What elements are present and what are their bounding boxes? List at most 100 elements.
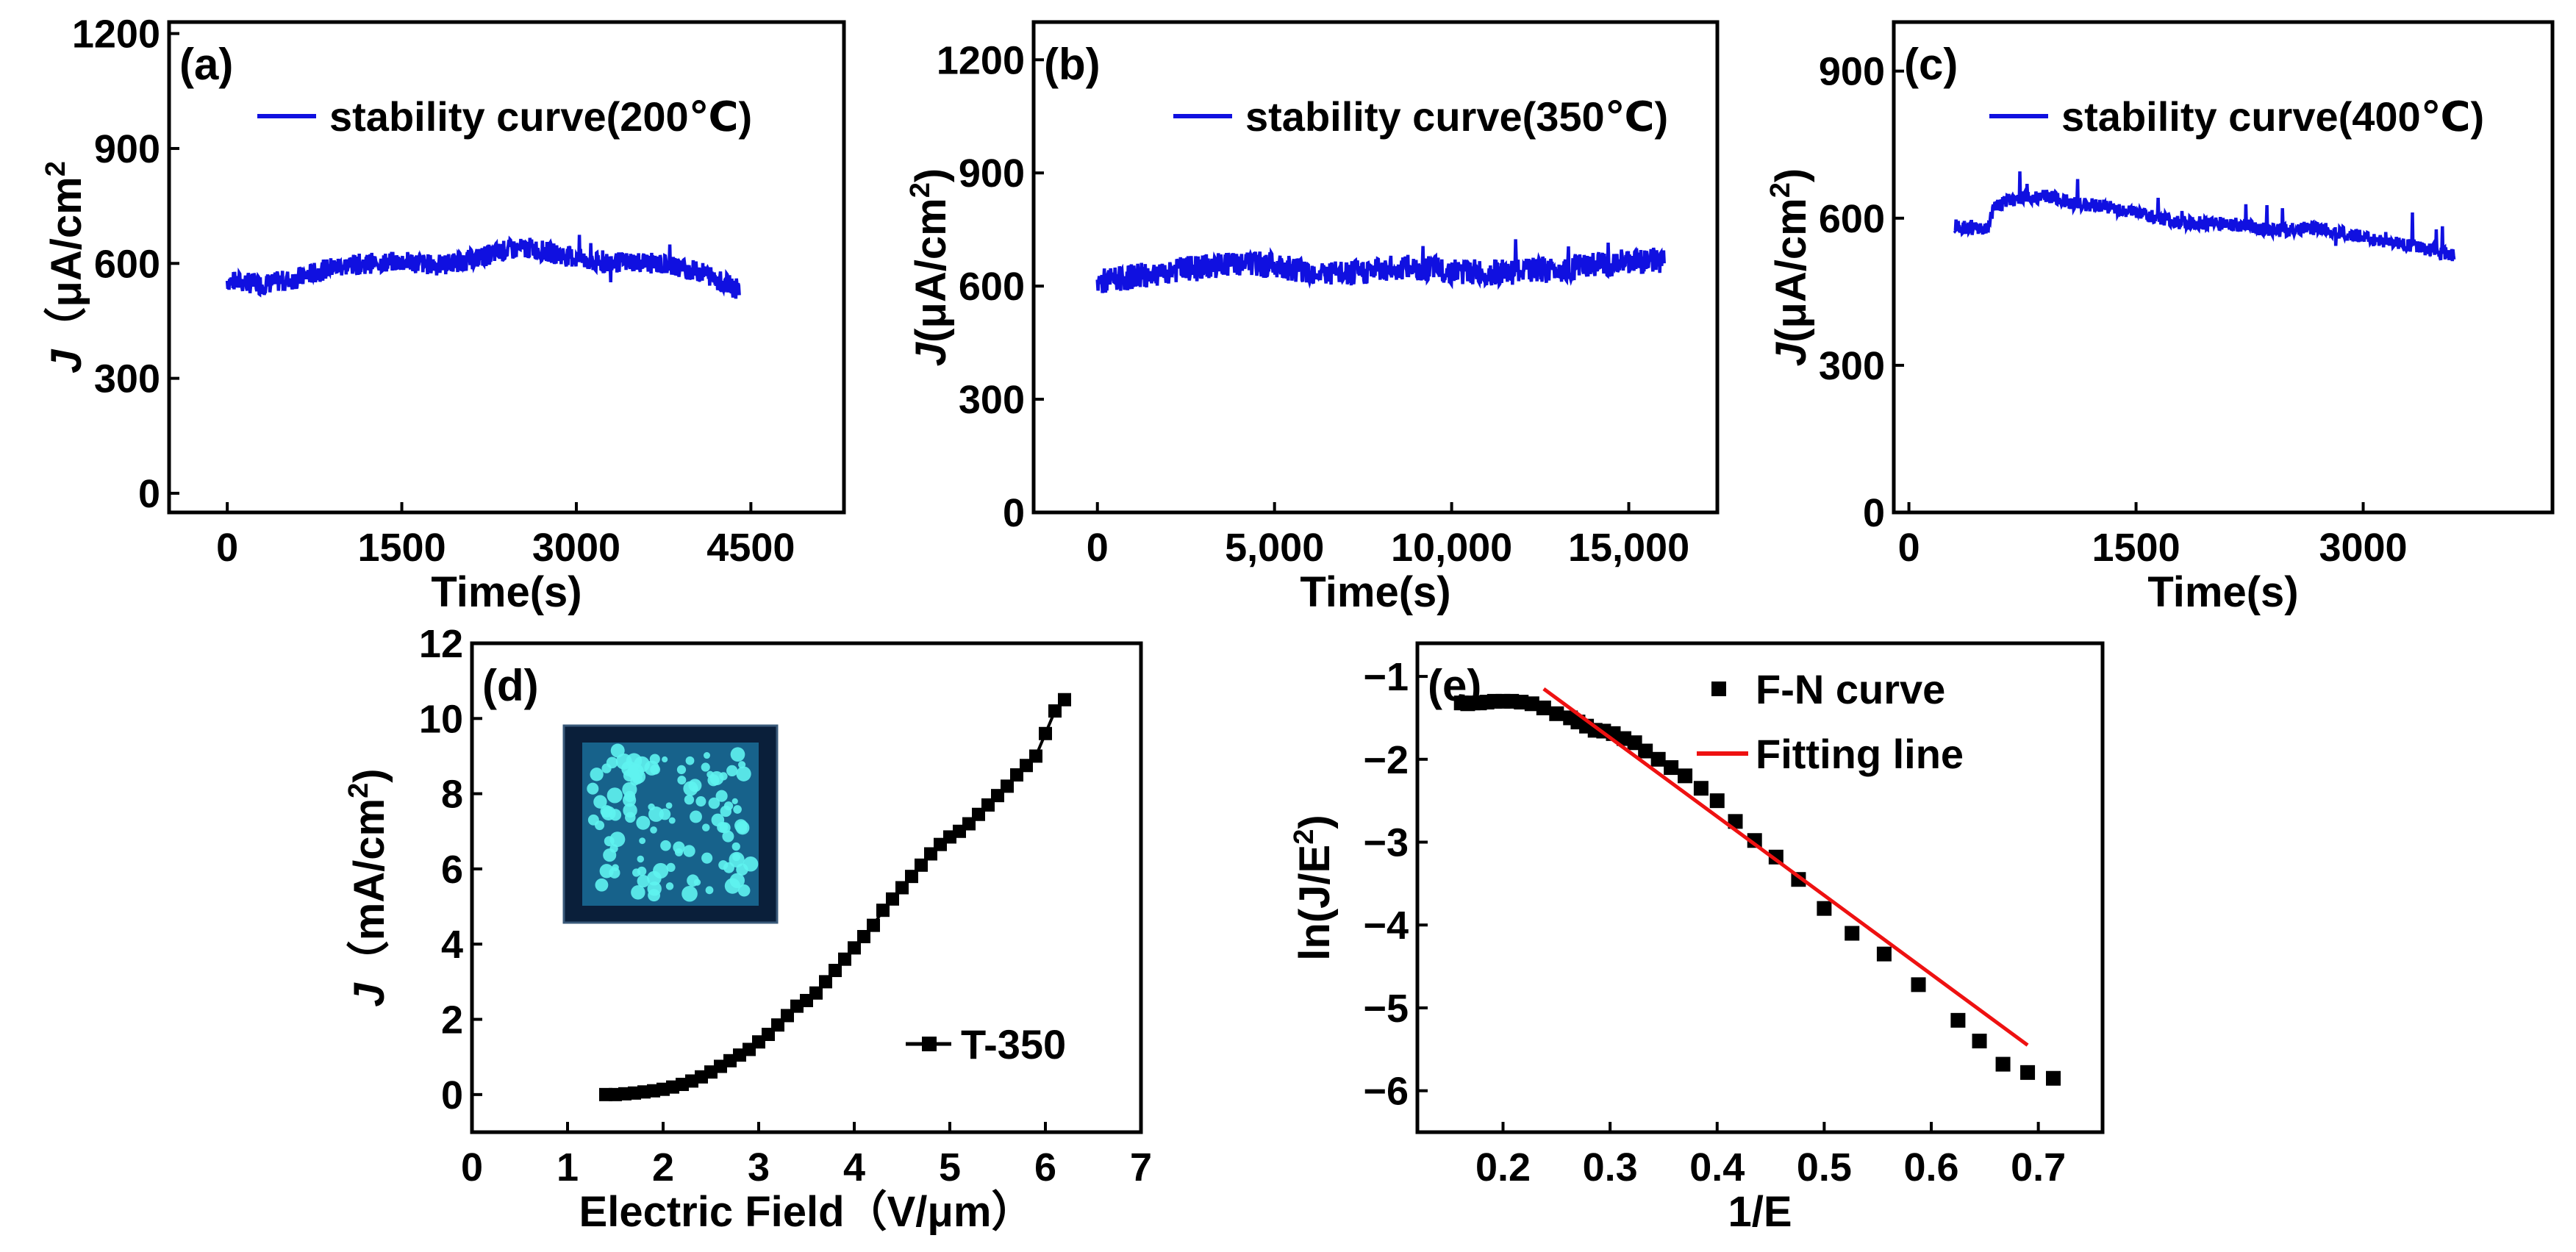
y-tick-label: 300 [959,378,1025,422]
inset-emission-spot [737,823,748,834]
panel-e: 0.2 0.3 0.4 0.5 0.6 0.7 −6 −5 −4 −3 −2 −1 1/E ln(J/E2… [1289,641,2105,1236]
data-point [819,975,832,989]
x-axis-label: Time(s) [2147,568,2298,616]
fn-data-point [1693,781,1709,796]
x-tick-label: 0 [461,1145,483,1190]
stability-curve-line [1953,171,2456,262]
inset-emission-spot [715,790,728,802]
inset-emission-spot [743,856,759,872]
y-label-symbol: J [907,341,955,366]
y-axis-label: ln(J/E2) [1289,815,1339,960]
y-label-close: ) [1767,168,1815,182]
y-axis-label: J（mA/cm2) [343,768,393,1006]
fn-data-point [1950,1012,1966,1028]
inset-emission-spot [607,787,623,804]
legend-label: stability curve(400℃) [2061,93,2484,140]
x-tick-label: 4 [843,1145,865,1190]
x-tick-label: 0.6 [1903,1145,1958,1190]
y-tick-label: −6 [1363,1070,1409,1114]
inset-emission-spot [632,770,646,784]
y-tick-label: 0 [138,472,160,516]
fn-data-point [1536,700,1551,715]
inset-emission-spot [665,802,673,809]
panel-label: (b) [1044,40,1101,89]
inset-emission-spot [587,782,599,795]
y-label-superscript: 2 [343,783,374,798]
y-label-unit: (μA/cm [907,198,955,343]
y-label-symbol: J [43,348,90,373]
inset-emission-image [562,724,779,924]
inset-emission-spot [723,862,734,873]
inset-emission-spot [736,766,751,781]
fn-data-point [2020,1065,2036,1080]
x-axis-label: Time(s) [431,568,582,616]
panel-c: 0 1500 3000 0 300 600 900 Time(s) J(μA/cm2) (c) st… [1765,20,2555,616]
stability-curve-line [225,235,741,299]
inset-emission-spot [650,764,661,775]
data-point [1048,704,1062,718]
legend-label-fit: Fitting line [1756,731,1964,777]
x-tick-label: 0.7 [2011,1145,2066,1190]
panel-a: 0 1500 3000 4500 0 300 600 900 1200 Time(s) J（μA/c… [40,12,846,616]
y-tick-label: 12 [419,622,463,666]
inset-emission-spot [636,815,651,830]
y-label-symbol: J [346,982,393,1007]
inset-emission-spot [593,795,607,809]
fn-data-point [1747,833,1762,848]
inset-emission-spot [648,889,661,902]
legend-label: stability curve(200℃) [329,93,752,140]
inset-emission-spot [731,842,740,851]
stability-curve-line [1095,239,1666,293]
inset-emission-spot [649,754,660,765]
y-tick-label: 600 [1819,197,1885,241]
y-tick-label: 1200 [937,38,1025,82]
inset-emission-spot [706,770,714,779]
fn-data-point [1911,977,1926,992]
inset-emission-spot [690,810,702,823]
fn-data-point [1549,706,1564,721]
inset-emission-spot [733,805,742,814]
y-tick-label: 0 [1003,491,1025,535]
inset-emission-spot [666,862,676,873]
inset-emission-spot [711,813,725,827]
y-label-close: ) [1291,815,1339,829]
inset-emission-spot [695,796,706,807]
inset-emission-spot [722,830,734,843]
y-tick-label: 0 [441,1073,463,1117]
inset-emission-spot [660,840,671,851]
inset-emission-spot [701,762,710,772]
inset-emission-spot [684,795,695,805]
legend-label-fn: F-N curve [1756,666,1945,712]
legend-marker [922,1037,937,1051]
y-label-superscript: 2 [40,161,71,176]
x-tick-label: 6 [1034,1145,1056,1190]
data-point [1029,749,1042,763]
legend-marker [1711,682,1726,696]
x-tick-label: 0 [216,526,238,570]
inset-emission-spot [587,814,599,826]
fn-data-point [1709,793,1725,809]
inset-emission-spot [701,823,710,831]
fn-data-point [1678,768,1693,784]
y-tick-label: 0 [1863,491,1885,535]
y-tick-label: −1 [1363,655,1409,699]
y-tick-label: 6 [441,848,463,892]
fn-data-point [1664,760,1679,776]
data-point [848,941,861,955]
fn-data-point [1972,1034,1987,1049]
y-label-symbol: J [1767,341,1815,366]
data-point [809,986,823,1000]
inset-emission-spot [720,805,732,818]
legend-label: T-350 [961,1021,1066,1067]
inset-emission-spot [639,837,646,845]
panel-label: (c) [1904,40,1958,89]
data-point [1058,693,1071,707]
plot-frame [1031,20,1720,515]
y-label-close: ) [907,168,955,182]
x-tick-label: 3000 [532,526,620,570]
data-point [838,952,851,966]
y-tick-label: −3 [1363,821,1409,865]
x-tick-label: 0.5 [1797,1145,1852,1190]
data-point [876,904,890,917]
inset-emission-spot [610,743,625,758]
